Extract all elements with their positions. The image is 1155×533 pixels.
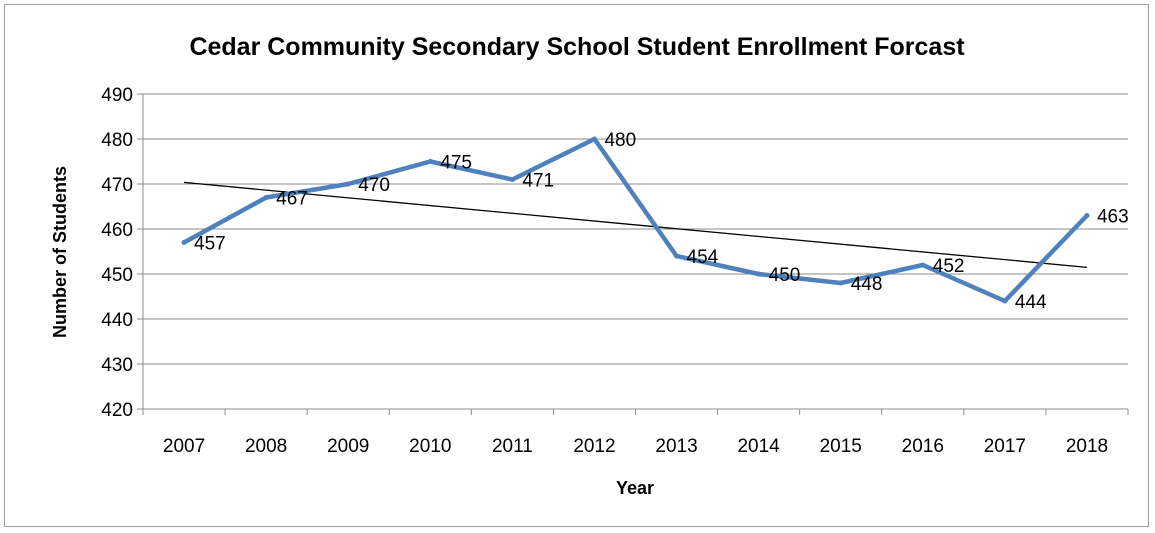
y-tick-label: 490 (101, 85, 133, 106)
series-line (181, 136, 1090, 304)
data-point (838, 280, 844, 286)
x-tick-label: 2017 (984, 436, 1026, 457)
data-label: 457 (194, 234, 226, 255)
data-point (1084, 213, 1090, 218)
data-label: 448 (851, 274, 883, 295)
data-point (1002, 298, 1008, 304)
data-point (591, 136, 597, 142)
x-tick-label: 2010 (409, 436, 451, 457)
data-point (674, 253, 680, 259)
x-tick-label: 2015 (820, 436, 862, 457)
y-tick-label: 480 (101, 130, 133, 151)
y-tick-label: 440 (101, 310, 133, 331)
x-tick-label: 2008 (245, 436, 287, 457)
data-point (509, 177, 515, 182)
data-label: 452 (933, 256, 965, 277)
data-label: 454 (687, 247, 719, 268)
data-label: 471 (522, 171, 554, 192)
axes: 420 430 440 450 460 470 480 490 2007 2008 2009 2010… (101, 85, 1129, 457)
data-label: 463 (1097, 207, 1129, 228)
series-layer (181, 136, 1090, 304)
data-label: 467 (276, 189, 308, 210)
data-label: 480 (604, 130, 636, 151)
y-tick-label: 450 (101, 265, 133, 286)
data-label: 450 (769, 265, 801, 286)
x-tick-label: 2012 (573, 436, 615, 457)
x-tick-label: 2013 (655, 436, 697, 457)
x-tick-label: 2007 (163, 436, 205, 457)
data-point (920, 262, 926, 268)
data-labels: 457 467 470 475 471 480 454 450 448 452 444 463 (194, 130, 1129, 313)
data-point (756, 271, 762, 277)
y-tick-label: 470 (101, 175, 133, 196)
data-point (345, 181, 351, 187)
data-label: 475 (440, 153, 472, 174)
data-point (181, 240, 187, 245)
chart-frame (4, 4, 1149, 527)
x-tick-label: 2018 (1066, 436, 1108, 457)
x-tick-label: 2016 (902, 436, 944, 457)
y-tick-label: 420 (101, 400, 133, 421)
y-tick-label: 460 (101, 220, 133, 241)
y-tick-label: 430 (101, 355, 133, 376)
x-tick-label: 2009 (327, 436, 369, 457)
data-point (427, 159, 433, 164)
x-tick-label: 2014 (737, 436, 780, 457)
x-axis-title: Year (616, 478, 654, 498)
data-point (263, 195, 269, 200)
data-label: 444 (1015, 292, 1047, 313)
x-tick-label: 2011 (492, 436, 533, 457)
trendline-layer (183, 181, 1088, 269)
y-axis-title: Number of Students (50, 166, 70, 338)
chart-title: Cedar Community Secondary School Student… (189, 33, 965, 61)
trendline (183, 181, 1088, 269)
data-label: 470 (358, 175, 390, 196)
